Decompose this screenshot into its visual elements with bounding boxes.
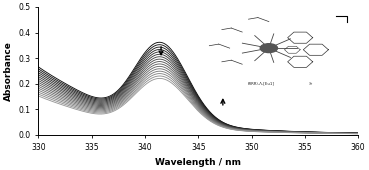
Y-axis label: Absorbance: Absorbance — [3, 41, 13, 101]
X-axis label: Wavelength / nm: Wavelength / nm — [155, 158, 241, 167]
